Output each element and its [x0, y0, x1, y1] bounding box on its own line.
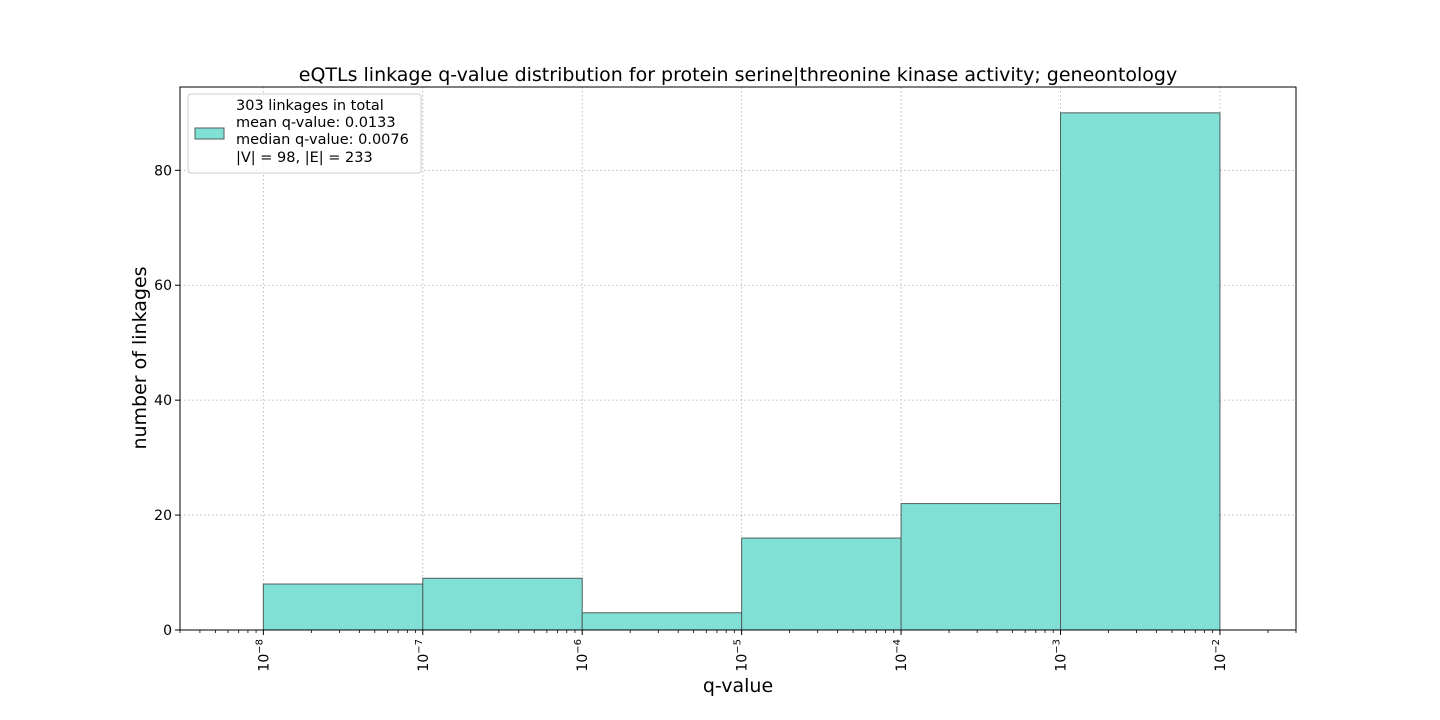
y-tick-label: 0 — [163, 623, 172, 639]
x-tick-label: 10−5 — [733, 639, 751, 672]
y-tick-label: 40 — [154, 393, 172, 409]
x-tick-label: 10−4 — [892, 639, 910, 672]
legend-swatch — [194, 127, 225, 140]
y-axis-ticks: 0 20 40 60 80 — [154, 163, 180, 639]
x-axis-label: q-value — [703, 675, 773, 697]
histogram-bar — [1060, 112, 1221, 631]
x-tick-label: 10−6 — [573, 639, 591, 672]
legend-line-mean: mean q-value: 0.0133 — [236, 115, 396, 131]
y-tick-label: 80 — [154, 163, 172, 179]
legend-box — [187, 93, 422, 174]
legend-line-graph-size: |V| = 98, |E| = 233 — [236, 150, 373, 166]
x-tick-label: 10−2 — [1211, 639, 1229, 672]
y-tick-label: 20 — [154, 508, 172, 524]
x-tick-label: 10−8 — [254, 639, 272, 672]
y-axis-label: number of linkages — [129, 266, 151, 449]
x-tick-label: 10−7 — [414, 639, 432, 672]
legend: 303 linkages in total mean q-value: 0.01… — [187, 93, 422, 174]
histogram-bar — [262, 583, 424, 631]
x-axis-ticks: 10−8 10−7 10−6 10−5 10−4 10−3 10−2 — [179, 630, 1297, 672]
legend-line-median: median q-value: 0.0076 — [236, 132, 409, 148]
histogram-bar — [900, 503, 1062, 631]
histogram-bar — [422, 577, 583, 631]
plot-area-frame — [179, 86, 1297, 631]
y-tick-label: 60 — [154, 278, 172, 294]
x-tick-label: 10−3 — [1052, 639, 1070, 672]
chart-title: eQTLs linkage q-value distribution for p… — [299, 64, 1177, 86]
histogram-bars — [262, 112, 1221, 631]
histogram-bar — [741, 537, 902, 631]
histogram-bar — [581, 612, 743, 631]
legend-line-total: 303 linkages in total — [236, 98, 384, 114]
